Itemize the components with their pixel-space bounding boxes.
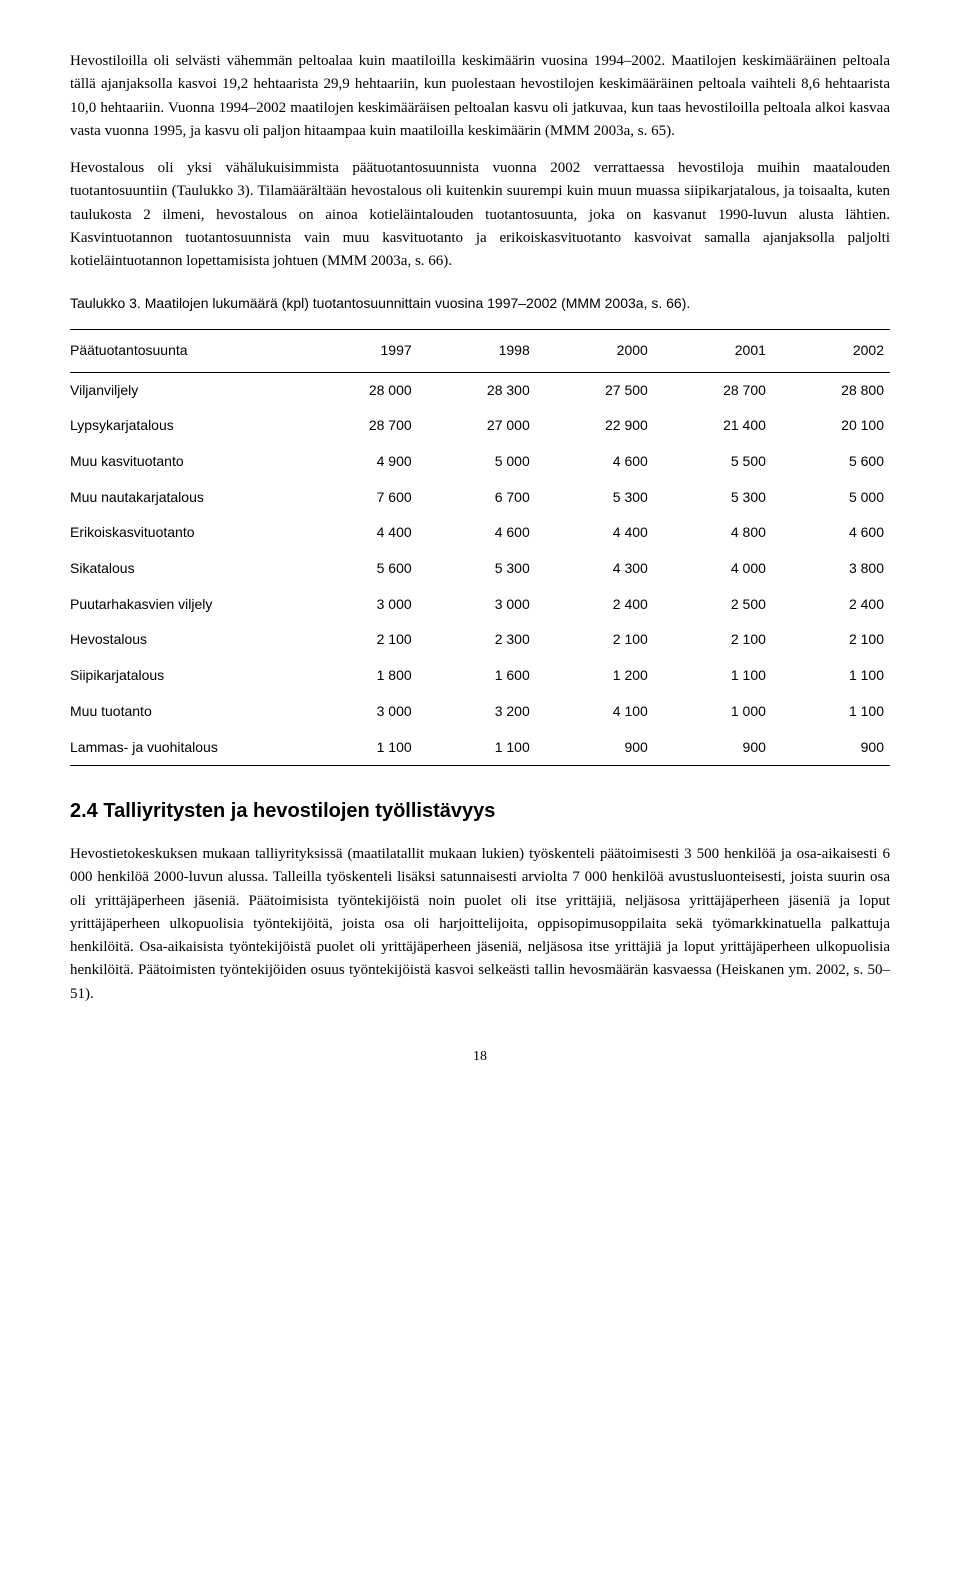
cell: 1 200 [536,658,654,694]
row-label: Muu kasvituotanto [70,444,300,480]
cell: 4 400 [536,515,654,551]
row-label: Lammas- ja vuohitalous [70,730,300,766]
cell: 5 600 [772,444,890,480]
cell: 6 700 [418,480,536,516]
col-header-2000: 2000 [536,329,654,372]
cell: 3 000 [418,587,536,623]
paragraph-1: Hevostiloilla oli selvästi vähemmän pelt… [70,50,890,143]
col-header-label: Päätuotantosuunta [70,329,300,372]
table-header-row: Päätuotantosuunta 1997 1998 2000 2001 20… [70,329,890,372]
cell: 7 600 [300,480,418,516]
cell: 1 600 [418,658,536,694]
table-row: Muu tuotanto 3 000 3 200 4 100 1 000 1 1… [70,694,890,730]
cell: 900 [536,730,654,766]
cell: 5 600 [300,551,418,587]
cell: 28 700 [654,372,772,408]
row-label: Hevostalous [70,622,300,658]
cell: 27 500 [536,372,654,408]
cell: 4 600 [536,444,654,480]
cell: 3 000 [300,694,418,730]
cell: 4 400 [300,515,418,551]
table-row: Sikatalous 5 600 5 300 4 300 4 000 3 800 [70,551,890,587]
cell: 5 000 [418,444,536,480]
row-label: Viljanviljely [70,372,300,408]
cell: 3 800 [772,551,890,587]
cell: 900 [772,730,890,766]
row-label: Sikatalous [70,551,300,587]
cell: 28 300 [418,372,536,408]
cell: 28 800 [772,372,890,408]
cell: 2 100 [536,622,654,658]
row-label: Erikoiskasvituotanto [70,515,300,551]
cell: 22 900 [536,408,654,444]
farm-count-table: Päätuotantosuunta 1997 1998 2000 2001 20… [70,329,890,766]
cell: 1 100 [772,694,890,730]
col-header-1998: 1998 [418,329,536,372]
cell: 5 300 [418,551,536,587]
cell: 5 500 [654,444,772,480]
cell: 5 300 [536,480,654,516]
row-label: Muu nautakarjatalous [70,480,300,516]
cell: 4 600 [418,515,536,551]
cell: 27 000 [418,408,536,444]
table-row: Puutarhakasvien viljely 3 000 3 000 2 40… [70,587,890,623]
table-row: Muu nautakarjatalous 7 600 6 700 5 300 5… [70,480,890,516]
cell: 4 800 [654,515,772,551]
section-heading: 2.4 Talliyritysten ja hevostilojen työll… [70,796,890,827]
cell: 1 100 [772,658,890,694]
table-caption: Taulukko 3. Maatilojen lukumäärä (kpl) t… [70,293,890,315]
cell: 3 000 [300,587,418,623]
table-row: Lypsykarjatalous 28 700 27 000 22 900 21… [70,408,890,444]
row-label: Siipikarjatalous [70,658,300,694]
cell: 5 300 [654,480,772,516]
table-row: Viljanviljely 28 000 28 300 27 500 28 70… [70,372,890,408]
table-row: Hevostalous 2 100 2 300 2 100 2 100 2 10… [70,622,890,658]
col-header-1997: 1997 [300,329,418,372]
table-row: Lammas- ja vuohitalous 1 100 1 100 900 9… [70,730,890,766]
row-label: Muu tuotanto [70,694,300,730]
cell: 1 800 [300,658,418,694]
cell: 28 700 [300,408,418,444]
paragraph-3: Hevostietokeskuksen mukaan talliyrityksi… [70,843,890,1006]
cell: 2 300 [418,622,536,658]
cell: 21 400 [654,408,772,444]
col-header-2001: 2001 [654,329,772,372]
cell: 4 600 [772,515,890,551]
cell: 28 000 [300,372,418,408]
paragraph-2: Hevostalous oli yksi vähälukuisimmista p… [70,157,890,273]
page-number: 18 [70,1046,890,1068]
cell: 1 100 [654,658,772,694]
cell: 2 400 [536,587,654,623]
col-header-2002: 2002 [772,329,890,372]
table-row: Erikoiskasvituotanto 4 400 4 600 4 400 4… [70,515,890,551]
cell: 1 100 [300,730,418,766]
cell: 4 000 [654,551,772,587]
row-label: Lypsykarjatalous [70,408,300,444]
row-label: Puutarhakasvien viljely [70,587,300,623]
cell: 1 000 [654,694,772,730]
cell: 2 400 [772,587,890,623]
cell: 5 000 [772,480,890,516]
cell: 20 100 [772,408,890,444]
cell: 2 100 [772,622,890,658]
cell: 2 100 [300,622,418,658]
table-row: Muu kasvituotanto 4 900 5 000 4 600 5 50… [70,444,890,480]
cell: 1 100 [418,730,536,766]
cell: 3 200 [418,694,536,730]
cell: 4 300 [536,551,654,587]
cell: 2 500 [654,587,772,623]
table-row: Siipikarjatalous 1 800 1 600 1 200 1 100… [70,658,890,694]
cell: 2 100 [654,622,772,658]
cell: 4 100 [536,694,654,730]
cell: 4 900 [300,444,418,480]
cell: 900 [654,730,772,766]
